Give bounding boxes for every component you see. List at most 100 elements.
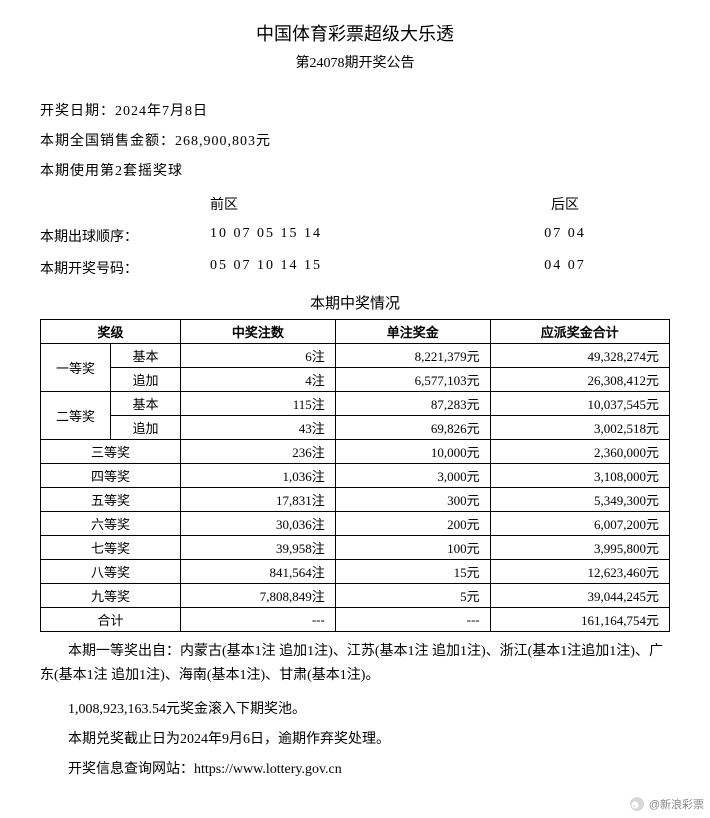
cell-amount: 15元 xyxy=(335,560,490,584)
cell-amount: 6,577,103元 xyxy=(335,368,490,392)
watermark: @新浪彩票 xyxy=(629,796,704,812)
table-row: 九等奖 7,808,849注 5元 39,044,245元 xyxy=(41,584,670,608)
winners-paragraph: 本期一等奖出自：内蒙古(基本1注 追加1注)、江苏(基本1注 追加1注)、浙江(… xyxy=(40,640,670,688)
cell-level: 二等奖 xyxy=(41,392,111,440)
cell-count: 841,564注 xyxy=(181,560,336,584)
draw-order-back: 07 04 xyxy=(460,226,670,246)
cell-level: 五等奖 xyxy=(41,488,181,512)
lottery-announcement: 中国体育彩票超级大乐透 第24078期开奖公告 开奖日期：2024年7月8日 本… xyxy=(0,0,710,818)
rollover-line: 1,008,923,163.54元奖金滚入下期奖池。 xyxy=(40,698,670,718)
ball-set-line: 本期使用第2套摇奖球 xyxy=(40,160,670,180)
cell-level: 九等奖 xyxy=(41,584,181,608)
winning-label: 本期开奖号码： xyxy=(40,258,210,278)
website-label: 开奖信息查询网站： xyxy=(68,762,194,777)
website-line: 开奖信息查询网站：https://www.lottery.gov.cn xyxy=(40,758,670,778)
winning-numbers-row: 本期开奖号码： 05 07 10 14 15 04 07 xyxy=(40,258,670,278)
table-row: 追加 4注 6,577,103元 26,308,412元 xyxy=(41,368,670,392)
cell-total: 10,037,545元 xyxy=(490,392,669,416)
cell-count: 39,958注 xyxy=(181,536,336,560)
table-row: 六等奖 30,036注 200元 6,007,200元 xyxy=(41,512,670,536)
cell-total: 5,349,300元 xyxy=(490,488,669,512)
cell-total: 26,308,412元 xyxy=(490,368,669,392)
back-zone-label: 后区 xyxy=(460,194,670,214)
weibo-icon xyxy=(629,796,645,812)
zone-header-row: 前区 后区 xyxy=(40,194,670,214)
draw-order-front: 10 07 05 15 14 xyxy=(210,226,460,246)
table-row: 七等奖 39,958注 100元 3,995,800元 xyxy=(41,536,670,560)
cell-count: 115注 xyxy=(181,392,336,416)
cell-amount: 10,000元 xyxy=(335,440,490,464)
cell-sub: 基本 xyxy=(111,392,181,416)
cell-level: 一等奖 xyxy=(41,344,111,392)
sales-value: 268,900,803元 xyxy=(175,134,271,149)
cell-amount: 300元 xyxy=(335,488,490,512)
cell-amount: 69,826元 xyxy=(335,416,490,440)
table-row-total: 合计 --- --- 161,164,754元 xyxy=(41,608,670,632)
table-row: 四等奖 1,036注 3,000元 3,108,000元 xyxy=(41,464,670,488)
winning-front: 05 07 10 14 15 xyxy=(210,258,460,278)
cell-amount: 5元 xyxy=(335,584,490,608)
cell-level: 六等奖 xyxy=(41,512,181,536)
draw-date-label: 开奖日期： xyxy=(40,104,115,119)
page-title: 中国体育彩票超级大乐透 xyxy=(40,20,670,46)
cell-total: 3,995,800元 xyxy=(490,536,669,560)
cell-count: --- xyxy=(181,608,336,632)
cell-count: 7,808,849注 xyxy=(181,584,336,608)
col-total: 应派奖金合计 xyxy=(490,320,669,344)
cell-total: 161,164,754元 xyxy=(490,608,669,632)
table-row: 一等奖 基本 6注 8,221,379元 49,328,274元 xyxy=(41,344,670,368)
cell-total: 6,007,200元 xyxy=(490,512,669,536)
cell-amount: 8,221,379元 xyxy=(335,344,490,368)
draw-date-line: 开奖日期：2024年7月8日 xyxy=(40,100,670,120)
cell-count: 30,036注 xyxy=(181,512,336,536)
cell-count: 43注 xyxy=(181,416,336,440)
sales-label: 本期全国销售金额： xyxy=(40,134,175,149)
cell-count: 1,036注 xyxy=(181,464,336,488)
cell-amount: 3,000元 xyxy=(335,464,490,488)
cell-total: 39,044,245元 xyxy=(490,584,669,608)
cell-total: 3,108,000元 xyxy=(490,464,669,488)
table-header-row: 奖级 中奖注数 单注奖金 应派奖金合计 xyxy=(41,320,670,344)
cell-count: 17,831注 xyxy=(181,488,336,512)
table-row: 二等奖 基本 115注 87,283元 10,037,545元 xyxy=(41,392,670,416)
cell-amount: 87,283元 xyxy=(335,392,490,416)
table-row: 五等奖 17,831注 300元 5,349,300元 xyxy=(41,488,670,512)
page-subtitle: 第24078期开奖公告 xyxy=(40,52,670,72)
draw-order-label: 本期出球顺序： xyxy=(40,226,210,246)
watermark-text: @新浪彩票 xyxy=(649,796,704,812)
winning-back: 04 07 xyxy=(460,258,670,278)
table-row: 八等奖 841,564注 15元 12,623,460元 xyxy=(41,560,670,584)
sales-line: 本期全国销售金额：268,900,803元 xyxy=(40,130,670,150)
col-amount: 单注奖金 xyxy=(335,320,490,344)
draw-date-value: 2024年7月8日 xyxy=(115,104,208,119)
cell-level: 八等奖 xyxy=(41,560,181,584)
cell-count: 6注 xyxy=(181,344,336,368)
cell-level: 三等奖 xyxy=(41,440,181,464)
cell-level: 七等奖 xyxy=(41,536,181,560)
prize-section-title: 本期中奖情况 xyxy=(40,292,670,313)
cell-sub: 追加 xyxy=(111,368,181,392)
deadline-line: 本期兑奖截止日为2024年9月6日，逾期作弃奖处理。 xyxy=(40,728,670,748)
cell-level: 合计 xyxy=(41,608,181,632)
col-count: 中奖注数 xyxy=(181,320,336,344)
website-url: https://www.lottery.gov.cn xyxy=(194,762,342,777)
cell-amount: 100元 xyxy=(335,536,490,560)
prize-table: 奖级 中奖注数 单注奖金 应派奖金合计 一等奖 基本 6注 8,221,379元… xyxy=(40,319,670,632)
cell-amount: --- xyxy=(335,608,490,632)
cell-total: 2,360,000元 xyxy=(490,440,669,464)
cell-sub: 基本 xyxy=(111,344,181,368)
cell-amount: 200元 xyxy=(335,512,490,536)
cell-level: 四等奖 xyxy=(41,464,181,488)
cell-count: 236注 xyxy=(181,440,336,464)
front-zone-label: 前区 xyxy=(210,194,460,214)
cell-total: 12,623,460元 xyxy=(490,560,669,584)
number-zones: 前区 后区 本期出球顺序： 10 07 05 15 14 07 04 本期开奖号… xyxy=(40,194,670,278)
draw-order-row: 本期出球顺序： 10 07 05 15 14 07 04 xyxy=(40,226,670,246)
cell-count: 4注 xyxy=(181,368,336,392)
cell-total: 3,002,518元 xyxy=(490,416,669,440)
table-row: 三等奖 236注 10,000元 2,360,000元 xyxy=(41,440,670,464)
cell-total: 49,328,274元 xyxy=(490,344,669,368)
cell-sub: 追加 xyxy=(111,416,181,440)
col-level: 奖级 xyxy=(41,320,181,344)
table-row: 追加 43注 69,826元 3,002,518元 xyxy=(41,416,670,440)
